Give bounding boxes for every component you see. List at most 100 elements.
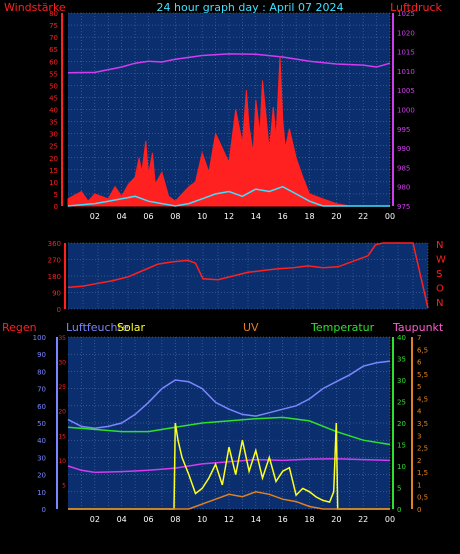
- p3-left-tick: 30: [37, 454, 46, 462]
- p1-left-tick: 50: [49, 82, 58, 90]
- p3-left-tick: 100: [33, 334, 46, 342]
- p1-right-tick: 995: [397, 126, 410, 134]
- p3-temp-tick: 15: [397, 442, 406, 450]
- p3-x-tick: 22: [358, 515, 368, 524]
- p3-left-tick: 70: [37, 386, 46, 394]
- p1-left-tick: 25: [49, 143, 58, 151]
- p3-x-tick: 12: [224, 515, 234, 524]
- p1-right-tick: 990: [397, 145, 410, 153]
- p1-left-tick: 75: [49, 22, 58, 30]
- p1-x-tick: 22: [358, 212, 368, 221]
- p3-uv-tick: 6,5: [417, 346, 428, 354]
- p3-left-tick: 40: [37, 437, 46, 445]
- p1-right-tick: 1000: [397, 107, 415, 115]
- wind-pressure-panel: 0510152025303540455055606570758097598098…: [49, 10, 415, 221]
- p1-x-tick: 18: [304, 212, 314, 221]
- label-solar: Solar: [117, 321, 146, 334]
- p3-left-tick: 60: [37, 403, 46, 411]
- p2-left-tick: 0: [57, 306, 61, 314]
- p1-left-tick: 60: [49, 58, 58, 66]
- p3-left-tick: 10: [37, 489, 46, 497]
- p2-left-tick: 90: [52, 290, 61, 298]
- p1-left-tick: 35: [49, 119, 58, 127]
- p1-left-tick: 45: [49, 94, 58, 102]
- p3-uv-tick: 1: [417, 481, 421, 489]
- label-luftfeuchte: Luftfeuchte: [66, 321, 129, 334]
- p3-temp-tick: 5: [397, 485, 401, 493]
- p1-left-tick: 55: [49, 70, 58, 78]
- p1-right-tick: 975: [397, 203, 410, 211]
- header-left-label: Windstärke: [4, 1, 66, 14]
- p3-uv-tick: 0: [417, 506, 421, 514]
- p3-left-tick: 0: [42, 506, 46, 514]
- p1-x-tick: 12: [224, 212, 234, 221]
- label-uv: UV: [243, 321, 259, 334]
- p3-rain-tick: 10: [58, 458, 66, 465]
- p1-left-tick: 65: [49, 46, 58, 54]
- p3-uv-tick: 4: [417, 408, 422, 416]
- p3-rain-tick: 20: [58, 409, 66, 416]
- p3-temp-tick: 25: [397, 399, 406, 407]
- p1-left-tick: 10: [49, 179, 58, 187]
- p3-rain-tick: 25: [58, 384, 66, 391]
- p1-right-tick: 1010: [397, 68, 415, 76]
- p3-uv-tick: 2: [417, 457, 421, 465]
- label-temperatur: Temperatur: [310, 321, 375, 334]
- p3-temp-tick: 20: [397, 420, 406, 428]
- p3-temp-tick: 0: [397, 506, 401, 514]
- p2-left-tick: 360: [48, 240, 61, 248]
- p3-uv-tick: 1,5: [417, 469, 428, 477]
- p1-right-tick: 1005: [397, 87, 415, 95]
- pressure-series: [67, 53, 391, 74]
- wind-gust-series: [67, 56, 390, 207]
- p1-x-tick: 10: [197, 212, 207, 221]
- p3-temp-tick: 30: [397, 377, 406, 385]
- p1-left-tick: 15: [49, 167, 58, 175]
- header-title: 24 hour graph day : April 07 2024: [157, 1, 344, 14]
- p2-left-tick: 270: [48, 257, 61, 265]
- p3-uv-tick: 5: [417, 383, 421, 391]
- p3-uv-tick: 0,5: [417, 494, 428, 502]
- p3-left-tick: 80: [37, 368, 46, 376]
- p3-uv-tick: 3: [417, 432, 421, 440]
- p3-rain-tick: 35: [58, 335, 66, 342]
- luftfeuchte-series: [67, 360, 391, 429]
- p3-uv-tick: 6: [417, 359, 422, 367]
- p3-uv-tick: 4,5: [417, 395, 428, 403]
- p1-x-tick: 08: [170, 212, 180, 221]
- p1-right-tick: 1020: [397, 29, 415, 37]
- p1-right-tick: 1025: [397, 10, 415, 18]
- p2-compass-label: O: [436, 284, 444, 295]
- p3-x-tick: 10: [197, 515, 207, 524]
- p3-x-tick: 02: [90, 515, 100, 524]
- p1-right-tick: 980: [397, 184, 410, 192]
- p1-left-tick: 70: [49, 34, 58, 42]
- p3-temp-tick: 10: [397, 463, 406, 471]
- p1-x-tick: 00: [385, 212, 395, 221]
- uv-series: [68, 491, 390, 510]
- p3-uv-tick: 3,5: [417, 420, 428, 428]
- p3-left-tick: 50: [37, 420, 46, 428]
- wind-direction-series: [67, 242, 429, 309]
- p1-x-tick: 16: [278, 212, 288, 221]
- p2-compass-label: N: [436, 240, 443, 251]
- header-right-label: Luftdruck: [390, 1, 442, 14]
- p3-rain-tick: 15: [58, 433, 66, 440]
- p3-x-tick: 20: [331, 515, 341, 524]
- p3-temp-tick: 40: [397, 334, 406, 342]
- climate-panel: 0102030405060708090100510152025303505101…: [33, 334, 429, 524]
- p2-left-tick: 180: [48, 273, 61, 281]
- p3-temp-tick: 35: [397, 356, 406, 364]
- p1-left-tick: 30: [49, 131, 58, 139]
- wind-average-series: [67, 185, 390, 207]
- p3-x-tick: 04: [117, 515, 127, 524]
- p3-x-tick: 14: [251, 515, 261, 524]
- p3-x-tick: 16: [278, 515, 288, 524]
- p2-compass-label: N: [436, 298, 443, 309]
- p3-x-tick: 18: [304, 515, 314, 524]
- p1-left-tick: 0: [54, 203, 58, 211]
- p3-rain-tick: 30: [58, 360, 66, 367]
- p3-left-tick: 90: [37, 351, 46, 359]
